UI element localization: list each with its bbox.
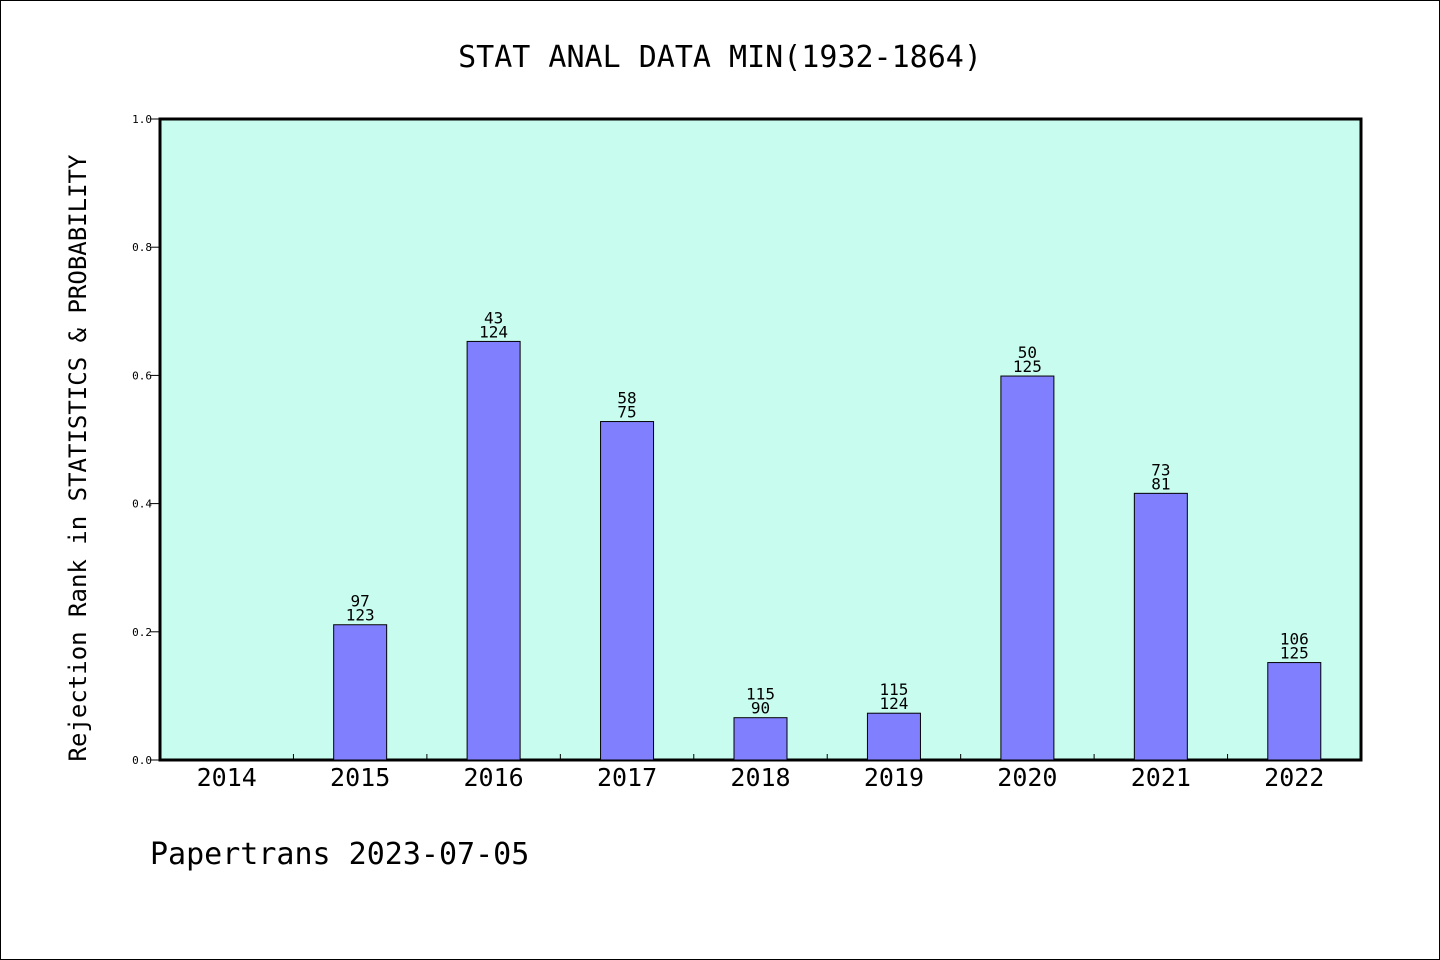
bar-2018: [733, 717, 788, 761]
y-tick-label: 0.2: [132, 626, 152, 639]
chart-title: STAT ANAL DATA MIN(1932-1864): [458, 40, 982, 75]
bar-2020: [1000, 375, 1055, 761]
bar-label-top: 73: [1151, 460, 1170, 479]
x-tick-label: 2019: [864, 763, 924, 792]
bar-2016: [466, 340, 521, 761]
bar-2022: [1267, 662, 1322, 761]
y-tick-label: 0.4: [132, 498, 152, 511]
bar-label-top: 58: [617, 389, 636, 408]
bar-label-bottom: 123: [346, 606, 375, 625]
y-tick-label: 0.0: [132, 754, 152, 767]
bar-label-bottom: 125: [1280, 644, 1309, 663]
bar-2021: [1133, 492, 1188, 761]
x-tick-label: 2014: [197, 763, 257, 792]
bar-label-top: 50: [1018, 343, 1037, 362]
bar-label-bottom: 75: [617, 403, 636, 422]
x-tick-label: 2016: [464, 763, 524, 792]
y-axis-ticks: 0.0 0.2 0.4 0.6 0.8 1.0: [132, 113, 160, 767]
bar-2019: [866, 712, 921, 761]
bar-label-top: 115: [879, 680, 908, 699]
bar-label-top: 106: [1280, 630, 1309, 649]
bar-label-bottom: 124: [479, 322, 508, 341]
footer-text: Papertrans 2023-07-05: [150, 837, 529, 872]
x-tick-label: 2015: [330, 763, 390, 792]
bar-label-bottom: 90: [751, 699, 770, 718]
bar-2015: [333, 624, 388, 761]
bar-label-bottom: 125: [1013, 357, 1042, 376]
x-tick-label: 2020: [997, 763, 1057, 792]
x-tick-label: 2018: [730, 763, 790, 792]
x-tick-label: 2022: [1264, 763, 1324, 792]
y-tick-label: 0.6: [132, 369, 152, 382]
y-tick-label: 0.8: [132, 241, 152, 254]
x-tick-label: 2021: [1131, 763, 1191, 792]
y-axis-label: Rejection Rank in STATISTICS & PROBABILI…: [64, 154, 92, 761]
x-tick-label: 2017: [597, 763, 657, 792]
bar-label-top: 115: [746, 685, 775, 704]
bar-label-bottom: 124: [879, 694, 908, 713]
x-axis-ticks: 2014 2015 2016 2017 2018 2019 2020 2021 2022: [197, 754, 1324, 792]
bar-label-top: 97: [351, 592, 370, 611]
y-tick-label: 1.0: [132, 113, 152, 126]
bar-2017: [600, 421, 655, 761]
bar-label-top: 43: [484, 308, 503, 327]
bar-label-bottom: 81: [1151, 474, 1170, 493]
